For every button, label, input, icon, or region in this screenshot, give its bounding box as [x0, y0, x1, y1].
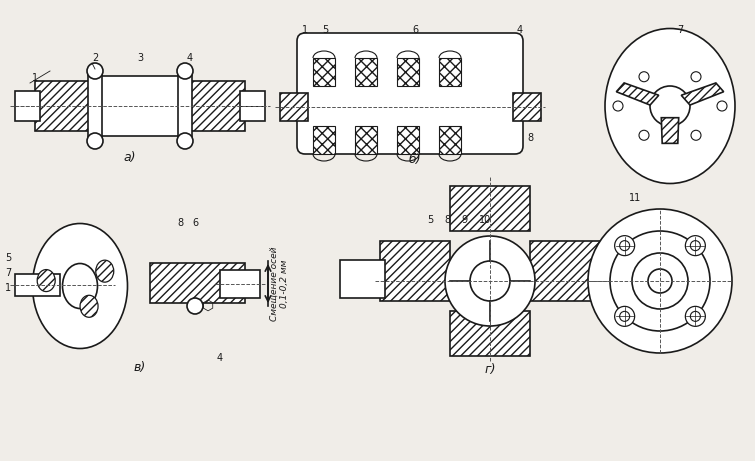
Text: 4: 4	[217, 353, 223, 363]
Ellipse shape	[63, 264, 97, 308]
Circle shape	[615, 236, 635, 256]
Circle shape	[610, 231, 710, 331]
Text: 6: 6	[192, 218, 198, 228]
Ellipse shape	[650, 86, 690, 126]
Bar	[450, 311, 530, 356]
Circle shape	[177, 133, 193, 149]
Circle shape	[691, 72, 701, 82]
Ellipse shape	[96, 260, 114, 282]
Bar	[220, 270, 260, 298]
Text: ⬡: ⬡	[202, 299, 214, 313]
Bar	[530, 241, 600, 301]
Circle shape	[690, 241, 701, 251]
Ellipse shape	[32, 224, 128, 349]
Bar	[35, 81, 95, 131]
Text: 7: 7	[5, 268, 11, 278]
Text: 8: 8	[177, 218, 183, 228]
Bar	[240, 91, 265, 121]
Text: 8: 8	[527, 133, 533, 143]
Circle shape	[187, 298, 203, 314]
Circle shape	[717, 101, 727, 111]
Text: 1: 1	[32, 73, 38, 83]
Ellipse shape	[37, 270, 55, 291]
Circle shape	[588, 209, 732, 353]
Text: 7: 7	[677, 25, 683, 35]
Bar	[95, 76, 185, 136]
Bar	[439, 126, 461, 154]
Circle shape	[648, 269, 672, 293]
Polygon shape	[681, 83, 724, 105]
Text: 1: 1	[5, 283, 11, 293]
Text: б): б)	[408, 153, 421, 166]
Polygon shape	[661, 118, 679, 143]
Circle shape	[686, 236, 705, 256]
Bar	[280, 93, 308, 121]
Text: 3: 3	[137, 53, 143, 63]
Circle shape	[691, 130, 701, 140]
Text: 5: 5	[5, 253, 11, 263]
Bar	[88, 71, 102, 141]
Circle shape	[620, 311, 630, 321]
Bar	[15, 91, 40, 121]
Circle shape	[690, 311, 701, 321]
Bar	[450, 186, 530, 231]
Bar	[313, 58, 335, 86]
Text: 5: 5	[427, 215, 433, 225]
Text: 8: 8	[444, 215, 450, 225]
Text: 4: 4	[517, 25, 523, 35]
Bar	[340, 260, 385, 298]
Text: в): в)	[134, 361, 146, 374]
Bar	[380, 241, 450, 301]
Ellipse shape	[605, 29, 735, 183]
Circle shape	[613, 101, 623, 111]
Text: 2: 2	[92, 53, 98, 63]
Circle shape	[639, 130, 649, 140]
Text: а): а)	[124, 151, 136, 164]
Text: Смещение осей
0,1-0,2 мм: Смещение осей 0,1-0,2 мм	[270, 247, 289, 321]
Text: 11: 11	[629, 193, 641, 203]
Text: 6: 6	[412, 25, 418, 35]
Circle shape	[632, 253, 688, 309]
Circle shape	[470, 261, 510, 301]
Text: 4: 4	[187, 53, 193, 63]
Circle shape	[445, 236, 535, 326]
Bar	[150, 263, 245, 303]
Bar	[15, 274, 60, 296]
Polygon shape	[616, 83, 659, 105]
Circle shape	[177, 63, 193, 79]
Bar	[397, 126, 419, 154]
Bar	[439, 58, 461, 86]
Text: 10: 10	[479, 215, 491, 225]
Bar	[313, 126, 335, 154]
Circle shape	[615, 307, 635, 326]
Text: г): г)	[484, 363, 496, 376]
Circle shape	[87, 133, 103, 149]
Circle shape	[686, 307, 705, 326]
FancyBboxPatch shape	[297, 33, 523, 154]
Text: 5: 5	[322, 25, 328, 35]
Bar	[355, 126, 377, 154]
Bar	[355, 58, 377, 86]
Bar	[185, 81, 245, 131]
Circle shape	[620, 241, 630, 251]
Circle shape	[87, 63, 103, 79]
Bar	[513, 93, 541, 121]
Ellipse shape	[80, 296, 98, 317]
Text: 9: 9	[461, 215, 467, 225]
Circle shape	[639, 72, 649, 82]
Text: 1: 1	[302, 25, 308, 35]
Bar	[595, 260, 640, 298]
Bar	[397, 58, 419, 86]
Bar	[178, 71, 192, 141]
